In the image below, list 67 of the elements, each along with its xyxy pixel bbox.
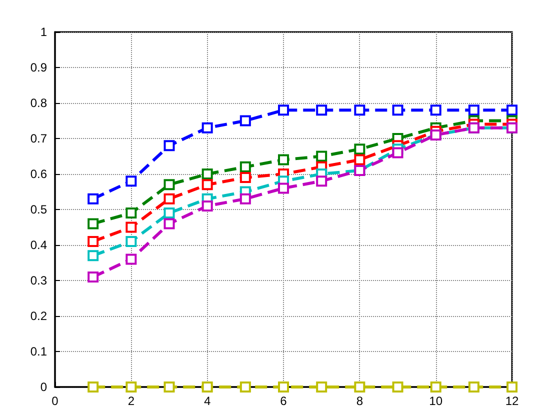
point <box>240 193 251 204</box>
point <box>240 382 251 392</box>
point <box>88 250 99 262</box>
point <box>88 218 99 230</box>
y-tick-label: 0 <box>40 380 48 394</box>
point <box>202 122 213 134</box>
x-tick-label: 2 <box>128 394 135 407</box>
y-tick-label: 0.7 <box>30 132 48 146</box>
point <box>430 104 442 116</box>
point <box>278 382 289 392</box>
point <box>164 208 175 219</box>
point <box>164 179 175 190</box>
point <box>88 236 99 247</box>
x-tick-label: 4 <box>204 394 211 407</box>
point <box>468 382 480 392</box>
point <box>202 168 213 180</box>
y-tick-label: 1 <box>40 25 48 39</box>
point <box>164 218 175 230</box>
point <box>164 140 175 152</box>
y-tick-label: 0.2 <box>30 309 48 323</box>
point <box>126 382 137 392</box>
point <box>202 200 213 212</box>
x-tick-label: 6 <box>280 394 288 407</box>
point <box>506 382 518 392</box>
point <box>506 104 518 116</box>
point <box>202 382 213 392</box>
y-tick-label: 0.1 <box>30 344 48 358</box>
point <box>278 182 289 194</box>
point <box>278 104 289 116</box>
point <box>392 147 404 158</box>
point <box>164 382 175 392</box>
y-tick-label: 0.5 <box>30 202 48 216</box>
y-tick-label: 0.6 <box>30 167 48 181</box>
point <box>202 179 213 190</box>
point <box>354 382 366 392</box>
point <box>164 193 175 204</box>
point <box>354 104 366 116</box>
point <box>240 172 251 184</box>
point <box>354 144 366 155</box>
y-tick-label: 0.8 <box>30 96 48 110</box>
point <box>240 161 251 172</box>
point <box>316 176 328 187</box>
point <box>392 104 404 116</box>
point <box>430 382 442 392</box>
point <box>392 382 404 392</box>
point <box>316 382 328 392</box>
point <box>240 115 251 126</box>
x-tick-label: 10 <box>429 394 443 407</box>
point <box>126 236 137 247</box>
y-tick-label: 0.3 <box>30 274 48 288</box>
point <box>316 150 328 162</box>
point <box>126 222 137 233</box>
point <box>354 154 366 166</box>
point <box>316 104 328 116</box>
y-tick-label: 0.9 <box>30 60 48 74</box>
point <box>468 104 480 116</box>
point <box>278 154 289 166</box>
y-tick-label: 0.4 <box>30 238 48 252</box>
point <box>88 382 99 392</box>
point <box>126 176 137 187</box>
point <box>88 193 99 204</box>
point <box>126 208 137 219</box>
point <box>126 254 137 265</box>
x-tick-label: 8 <box>356 394 364 407</box>
point <box>88 271 99 282</box>
x-tick-label: 0 <box>52 394 59 407</box>
x-tick-label: 12 <box>505 394 519 407</box>
